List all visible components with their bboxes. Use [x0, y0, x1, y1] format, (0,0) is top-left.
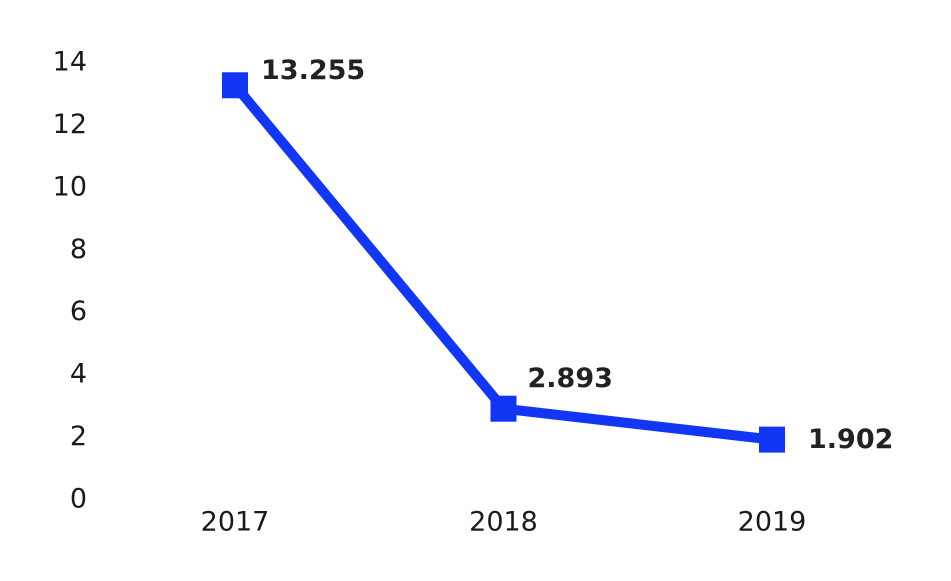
y-tick-label: 8 — [70, 234, 87, 265]
y-tick-label: 6 — [70, 296, 87, 327]
data-label: 2.893 — [528, 363, 613, 394]
x-tick-label: 2017 — [201, 507, 270, 538]
y-tick-label: 2 — [70, 421, 87, 452]
x-tick-label: 2018 — [469, 507, 538, 538]
x-axis-ticks: 2017 2018 2019 — [201, 507, 807, 538]
data-point-marker — [222, 72, 248, 99]
y-tick-label: 4 — [70, 359, 87, 390]
data-label: 1.902 — [808, 424, 893, 455]
data-point-marker — [490, 395, 517, 422]
series-group — [222, 72, 785, 453]
y-axis-ticks: 0 2 4 6 8 10 12 14 — [53, 47, 87, 515]
data-label: 13.255 — [261, 55, 365, 86]
x-tick-label: 2019 — [738, 507, 807, 538]
y-tick-label: 14 — [53, 47, 87, 78]
series-line — [231, 82, 773, 445]
y-tick-label: 10 — [53, 171, 87, 202]
y-tick-label: 0 — [70, 484, 87, 515]
data-point-marker — [759, 426, 785, 453]
y-tick-label: 12 — [53, 109, 87, 140]
data-labels: 13.255 2.893 1.902 — [261, 55, 893, 455]
